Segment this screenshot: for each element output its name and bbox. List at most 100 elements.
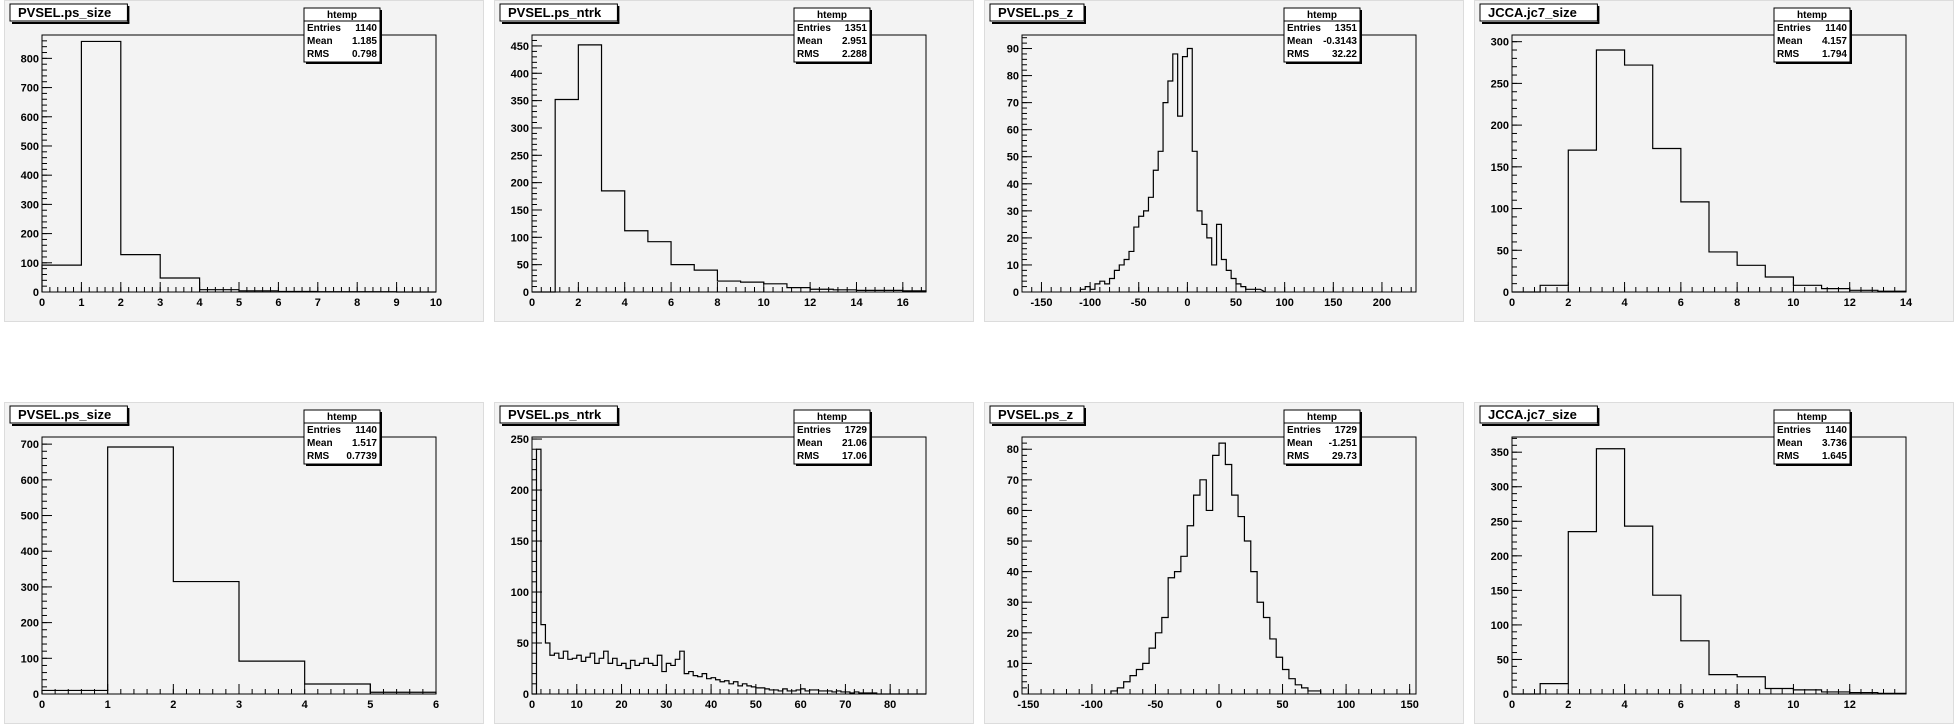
x-tick-label: 8 — [354, 297, 360, 309]
x-tick-label: 12 — [1844, 297, 1856, 309]
x-tick-label: 0 — [1509, 297, 1515, 309]
x-tick-label: 4 — [197, 297, 204, 309]
plot-frame — [1021, 436, 1417, 695]
stats-box: htemp Entries 1140 Mean 1.517 RMS 0.7739 — [303, 409, 382, 466]
plot-frame — [1021, 34, 1417, 293]
y-tick-label: 100 — [511, 232, 529, 244]
y-tick-label: 300 — [511, 123, 529, 135]
x-tick-label: 70 — [839, 699, 851, 711]
y-tick-label: 50 — [1007, 536, 1019, 548]
y-tick-label: 0 — [1503, 689, 1509, 701]
y-tick-label: 20 — [1007, 628, 1019, 640]
stats-value: 1.185 — [352, 36, 377, 47]
histogram-svg: 0 50 100 150 200 250 300 0 2 4 6 8 10 12 14 JCCA.jc7_si… — [1474, 0, 1954, 322]
stats-value: 1729 — [845, 425, 868, 436]
stats-box: htemp Entries 1140 Mean 3.736 RMS 1.645 — [1773, 409, 1852, 466]
histogram-pad-7: 0 10 20 30 40 50 60 70 80 -150 -100 -50 0 50 100 150 PVS… — [984, 402, 1464, 724]
histogram-title: PVSEL.ps_z — [989, 3, 1086, 24]
y-tick-label: 800 — [21, 53, 39, 65]
stats-label: RMS — [1777, 451, 1800, 462]
stats-value: 0.798 — [352, 49, 377, 60]
y-tick-label: 300 — [1491, 37, 1509, 49]
x-tick-label: 150 — [1400, 699, 1418, 711]
y-tick-label: 200 — [21, 229, 39, 241]
y-tick-label: 400 — [511, 68, 529, 80]
stats-value: 2.951 — [842, 36, 867, 47]
histogram-svg: 0 50 100 150 200 250 300 350 0 2 4 6 8 10 12 JCCA.jc7_s… — [1474, 402, 1954, 724]
x-tick-label: 100 — [1275, 297, 1293, 309]
y-tick-label: 80 — [1007, 71, 1019, 83]
y-tick-label: 30 — [1007, 206, 1019, 218]
histogram-pad-2: 0 50 100 150 200 250 300 350 400 450 0 2 4 6 8 10 12 14 16… — [494, 0, 974, 322]
stats-label: RMS — [797, 49, 820, 60]
x-tick-label: 10 — [1787, 699, 1799, 711]
histogram-line — [1079, 47, 1266, 293]
x-tick-label: 50 — [1230, 297, 1242, 309]
y-tick-label: 50 — [517, 638, 529, 650]
histogram-title-text: PVSEL.ps_ntrk — [508, 5, 602, 20]
histogram-pad-5: 0 100 200 300 400 500 600 700 0 1 2 3 4 5 6 PVSEL.ps_si… — [4, 402, 484, 724]
x-tick-label: 5 — [367, 699, 373, 711]
histogram-line — [41, 40, 436, 293]
y-tick-label: 100 — [1491, 204, 1509, 216]
x-tick-label: 3 — [157, 297, 163, 309]
histogram-title: PVSEL.ps_ntrk — [499, 405, 620, 426]
stats-label: Entries — [797, 23, 831, 34]
y-tick-label: 150 — [1491, 162, 1509, 174]
stats-value: 1351 — [845, 23, 868, 34]
x-tick-label: -50 — [1147, 699, 1163, 711]
y-tick-label: 150 — [511, 205, 529, 217]
x-tick-label: 0 — [529, 297, 535, 309]
stats-label: RMS — [1777, 49, 1800, 60]
x-tick-label: 6 — [275, 297, 281, 309]
y-tick-label: 150 — [1491, 585, 1509, 597]
y-tick-label: 200 — [21, 618, 39, 630]
x-tick-label: 0 — [39, 297, 45, 309]
stats-label: Mean — [797, 36, 823, 47]
y-tick-label: 150 — [511, 536, 529, 548]
y-tick-label: 300 — [21, 582, 39, 594]
x-tick-label: 2 — [170, 699, 176, 711]
stats-label: Mean — [797, 438, 823, 449]
histogram-title: JCCA.jc7_size — [1479, 405, 1600, 426]
stats-name: htemp — [327, 10, 357, 21]
y-tick-label: 70 — [1007, 475, 1019, 487]
stats-box-frame — [1283, 409, 1361, 465]
stats-box: htemp Entries 1140 Mean 4.157 RMS 1.794 — [1773, 7, 1852, 64]
y-tick-label: 50 — [1007, 152, 1019, 164]
stats-label: Entries — [797, 425, 831, 436]
x-tick-label: 8 — [1734, 297, 1740, 309]
histogram-title: PVSEL.ps_ntrk — [499, 3, 620, 24]
stats-label: Entries — [1777, 425, 1811, 436]
y-tick-label: 200 — [1491, 551, 1509, 563]
x-tick-label: 12 — [1844, 699, 1856, 711]
histogram-title-text: PVSEL.ps_z — [998, 5, 1074, 20]
stats-box: htemp Entries 1351 Mean -0.3143 RMS 32.22 — [1283, 7, 1362, 64]
stats-value: 1351 — [1335, 23, 1358, 34]
y-tick-label: 0 — [523, 689, 529, 701]
y-tick-label: 100 — [21, 258, 39, 270]
y-tick-label: 200 — [511, 178, 529, 190]
x-tick-label: 40 — [705, 699, 717, 711]
x-tick-label: 20 — [615, 699, 627, 711]
x-tick-label: 150 — [1324, 297, 1342, 309]
x-tick-label: 1 — [105, 699, 111, 711]
stats-box-frame — [793, 409, 871, 465]
x-tick-label: 50 — [1276, 699, 1288, 711]
stats-box-frame — [303, 409, 381, 465]
stats-name: htemp — [1307, 10, 1337, 21]
x-tick-label: 6 — [1678, 297, 1684, 309]
y-tick-label: 600 — [21, 112, 39, 124]
y-tick-label: 10 — [1007, 658, 1019, 670]
x-tick-label: 3 — [236, 699, 242, 711]
plot-frame — [1511, 34, 1907, 293]
y-tick-label: 450 — [511, 41, 529, 53]
stats-value: 1140 — [355, 23, 377, 34]
x-tick-label: 8 — [1734, 699, 1740, 711]
stats-value: 29.73 — [1332, 451, 1357, 462]
histogram-line — [1110, 442, 1322, 694]
x-tick-label: 30 — [660, 699, 672, 711]
stats-label: RMS — [1287, 49, 1310, 60]
x-tick-label: 10 — [758, 297, 770, 309]
y-tick-label: 350 — [1491, 447, 1509, 459]
